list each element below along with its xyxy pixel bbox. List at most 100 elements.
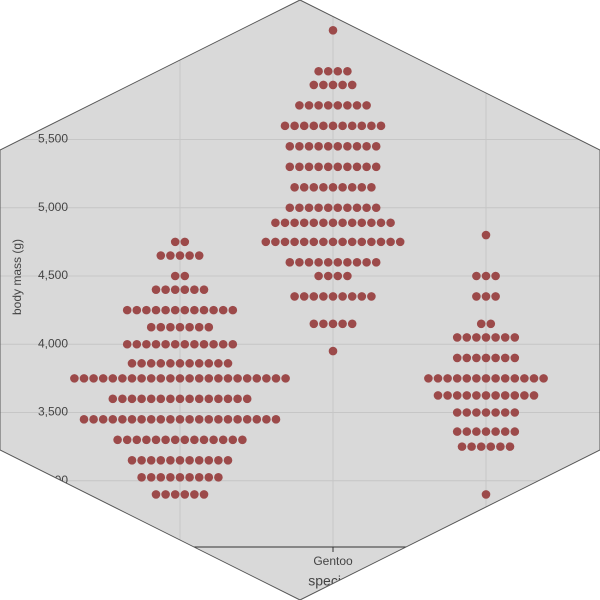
dot [175,455,185,465]
dot [371,162,381,172]
dot [166,455,175,465]
dot [500,333,510,342]
dot [476,319,486,329]
plot-layer: 3,000 3,500 4,000 4,500 5,000 5,500 Gentoo [0,0,600,568]
dot [314,142,323,151]
dot [520,374,529,383]
dot [319,182,328,192]
dot [218,305,228,315]
dot [118,394,127,404]
dot [481,490,491,499]
dot [357,292,367,301]
dot [481,333,491,342]
dot [481,353,491,363]
dot [323,203,333,213]
dot [476,442,486,451]
dot [156,322,166,332]
dot [161,339,170,349]
dot [323,66,333,76]
dot [491,408,500,417]
dot [352,142,362,151]
dot [347,319,357,329]
dot [137,374,146,383]
dot-row [433,391,539,400]
dot [170,305,180,315]
dot [170,435,180,445]
dot-row [108,394,252,404]
dot [209,339,218,349]
dot [472,391,481,400]
dot [190,305,199,315]
dot-row [285,258,381,267]
dot-row [127,359,233,368]
dot-row [170,271,190,281]
dot [166,374,175,383]
dot [262,415,271,424]
dot [185,359,194,368]
dot [472,333,481,342]
dot [452,333,462,342]
dot-row [452,408,520,417]
dot [486,442,496,451]
dot [500,374,510,383]
dot [199,285,209,294]
dot [376,218,386,228]
dot [328,121,338,131]
dot [352,203,362,213]
dot [175,374,185,383]
dot [510,374,520,383]
dot [352,162,362,172]
dot [194,455,204,465]
dot [233,394,242,404]
dot [338,292,347,301]
dot [89,415,98,424]
dot [314,162,323,172]
dot [161,435,170,445]
dot [204,473,214,482]
dot [271,237,280,247]
dot [481,292,491,301]
dot [218,435,228,445]
dot [314,258,323,267]
dot-row [452,333,520,342]
dot [281,374,290,383]
dot [371,142,381,151]
dot [295,258,304,267]
dot [333,162,343,172]
dot [491,374,500,383]
dot [319,237,328,247]
dot [156,359,166,368]
dot [529,391,539,400]
dot [500,408,510,417]
dot [204,322,214,332]
dot [333,258,343,267]
dot [280,237,290,247]
dot [362,162,371,172]
dot [338,237,347,247]
dot [122,305,132,315]
dot [127,374,137,383]
dot [199,339,209,349]
dot [146,455,156,465]
dot [214,359,223,368]
dot-row [127,455,233,465]
dot [323,101,333,110]
dot [505,442,515,451]
dot [367,218,376,228]
dot [462,353,472,363]
dot [357,182,367,192]
dot-row [285,162,381,172]
dot [214,374,223,383]
dot [467,442,476,451]
dot [180,339,190,349]
dot [185,394,194,404]
dot [233,374,242,383]
dot [118,374,127,383]
dot [118,415,127,424]
dot [319,218,328,228]
dot [238,435,247,445]
dot [347,80,357,90]
dot [262,374,271,383]
dot [194,374,204,383]
